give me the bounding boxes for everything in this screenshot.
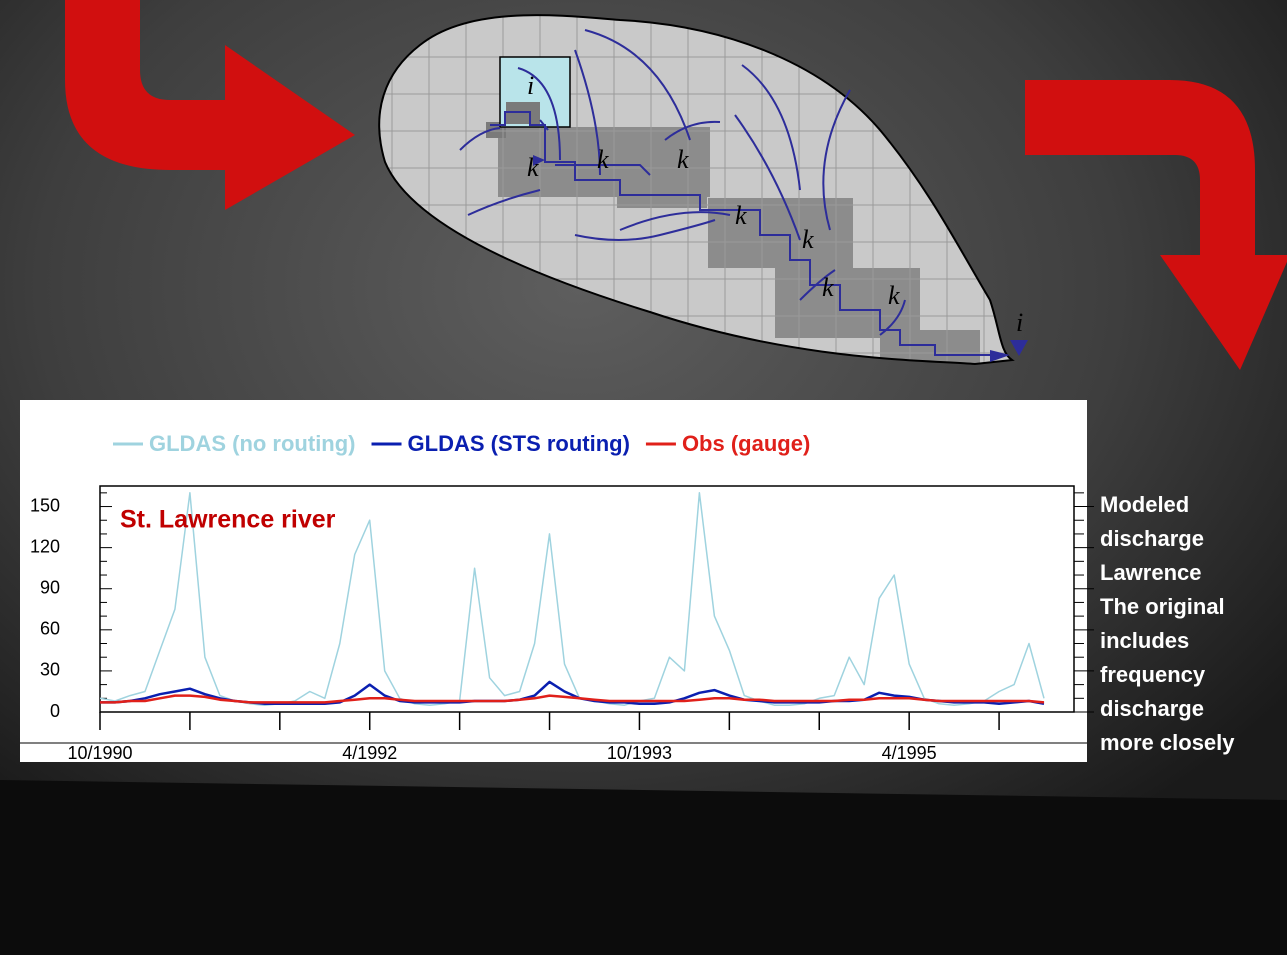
chart-title: St. Lawrence river [120,506,336,534]
y-tick-label: 150 [30,495,60,515]
side-text: more closely [1100,730,1235,755]
x-tick-label: 4/1992 [342,743,397,763]
legend-label: Obs (gauge) [682,431,810,456]
side-text: frequency [1100,662,1206,687]
cell-label: k [822,273,834,302]
cell-label: k [802,225,814,254]
y-tick-label: 90 [40,577,60,597]
cell-label: k [527,153,539,182]
cell-label: k [888,281,900,310]
cell-label: i [1016,308,1023,337]
y-tick-label: 30 [40,660,60,680]
cell-label: k [597,145,609,174]
cell-label: i [527,71,534,100]
x-tick-label: 10/1990 [67,743,132,763]
side-text: Lawrence [1100,560,1202,585]
side-text: includes [1100,628,1189,653]
cell-label: k [677,145,689,174]
y-tick-label: 60 [40,619,60,639]
side-text: The original [1100,594,1225,619]
legend-label: GLDAS (STS routing) [408,431,630,456]
y-tick-label: 120 [30,536,60,556]
x-tick-label: 4/1995 [882,743,937,763]
side-text: discharge [1100,526,1204,551]
side-text: Modeled [1100,492,1189,517]
cell-label: k [735,201,747,230]
page: ikkkkkkki 030609012015010/19904/199210/1… [0,0,1287,955]
background-shadow [0,780,1287,955]
side-text: discharge [1100,696,1204,721]
y-tick-label: 0 [50,701,60,721]
x-tick-label: 10/1993 [607,743,672,763]
legend-label: GLDAS (no routing) [149,431,356,456]
slide: ikkkkkkki 030609012015010/19904/199210/1… [0,0,1287,955]
chart-panel: 0 30 60 90 120 150 10/1990 4/1992 10/1993 4/1995 G… [20,400,1094,763]
